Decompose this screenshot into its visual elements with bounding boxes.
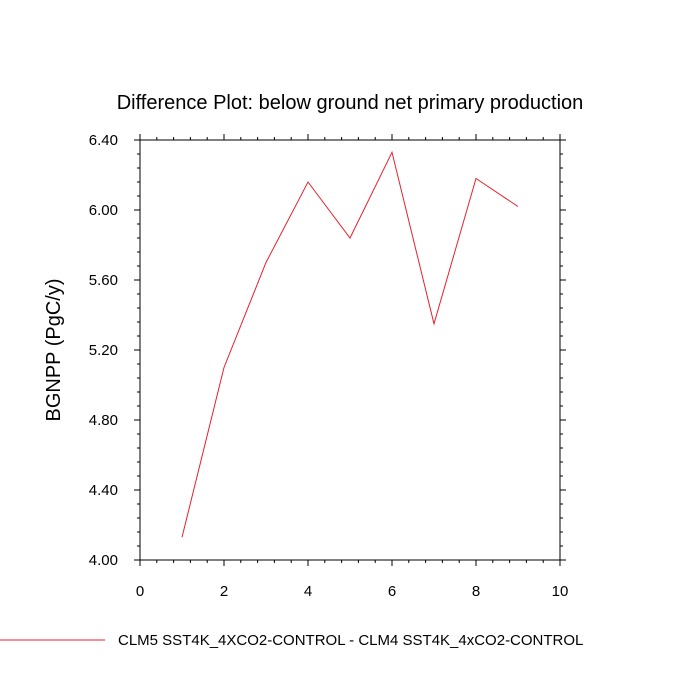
x-tick-label: 6 [388,583,396,600]
plot-area-frame [139,139,561,561]
y-tick-label: 6.00 [89,202,118,219]
y-tick-label: 4.00 [89,552,118,569]
y-axis-ticks [134,139,566,561]
y-tick-label: 6.40 [89,132,118,149]
x-axis-ticks [139,134,561,566]
series-line-0 [181,150,519,538]
series-layer [181,150,519,538]
y-tick-label: 4.80 [89,412,118,429]
legend-entry-label: CLM5 SST4K_4XCO2-CONTROL - CLM4 SST4K_4x… [118,632,583,649]
y-axis-tick-labels: 4.00 4.40 4.80 5.20 5.60 6.00 6.40 [89,132,118,569]
y-tick-label: 4.40 [89,482,118,499]
x-tick-label: 8 [472,583,480,600]
y-tick-label: 5.60 [89,272,118,289]
x-tick-label: 0 [136,583,144,600]
chart-title: Difference Plot: below ground net primar… [117,92,584,114]
x-tick-label: 2 [220,583,228,600]
x-axis-tick-labels: 0 2 4 6 8 10 [136,583,569,600]
legend: CLM5 SST4K_4XCO2-CONTROL - CLM4 SST4K_4x… [0,632,583,649]
y-axis-label: BGNPP (PgC/y) [43,279,65,422]
x-tick-label: 10 [552,583,569,600]
y-tick-label: 5.20 [89,342,118,359]
x-tick-label: 4 [304,583,312,600]
